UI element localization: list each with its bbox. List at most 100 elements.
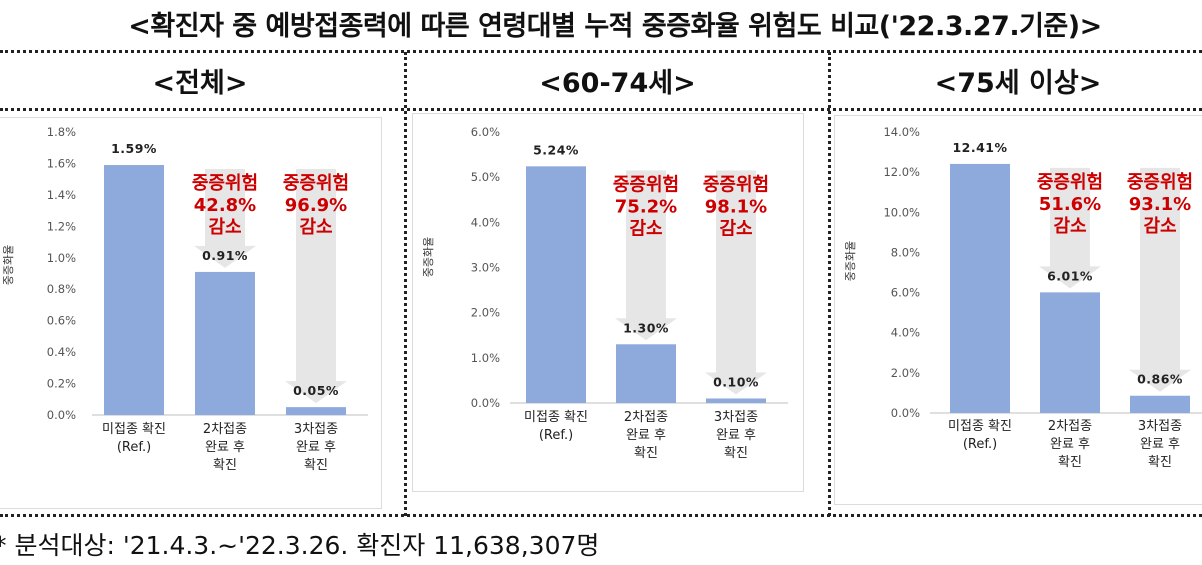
reduction-annotation: 중증위험 <box>613 173 679 195</box>
reduction-annotation: 중증위험 <box>1127 171 1193 193</box>
category-label: (Ref.) <box>117 440 151 455</box>
category-label: 3차접종 <box>294 422 338 437</box>
chart-75plus: 0.0% 2.0% 4.0% 6.0% 8.0% 10.0% 12.0% 14.0% 중증화율 1… <box>844 125 1202 470</box>
bar <box>706 398 766 403</box>
y-tick-label: 4.0% <box>891 326 920 340</box>
reduction-annotation: 96.9% <box>285 195 347 216</box>
footnote: * 분석대상: '21.4.3.~'22.3.26. 확진자 11,638,30… <box>0 531 600 560</box>
category-label: 완료 후 <box>716 428 756 443</box>
reduction-arrow <box>1039 167 1101 289</box>
bar <box>616 344 676 403</box>
value-label: 0.10% <box>713 374 759 389</box>
reduction-annotation: 감소 <box>299 217 332 238</box>
reduction-annotation: 중증위험 <box>1037 171 1103 193</box>
category-label: 확진 <box>213 458 237 473</box>
y-tick-label: 0.0% <box>891 406 920 420</box>
y-tick-label: 1.0% <box>471 351 500 365</box>
y-tick-label: 0.0% <box>47 408 76 422</box>
bar <box>526 166 586 403</box>
reduction-annotation: 중증위험 <box>283 172 349 194</box>
y-tick-label: 0.8% <box>47 282 76 296</box>
reduction-annotation: 감소 <box>719 218 752 239</box>
category-label: 미접종 확진 <box>948 419 1012 434</box>
reduction-annotation: 중증위험 <box>192 172 258 194</box>
category-label: 확진 <box>724 446 748 461</box>
y-tick-label: 3.0% <box>471 261 500 275</box>
y-tick-label: 2.0% <box>891 366 920 380</box>
reduction-arrow <box>194 169 256 268</box>
panel-title-total: <전체> <box>152 68 248 99</box>
y-tick-label: 5.0% <box>471 170 500 184</box>
value-label: 1.30% <box>623 320 669 335</box>
y-axis-label: 중증화율 <box>2 245 15 285</box>
reduction-annotation: 42.8% <box>194 195 256 216</box>
bar <box>195 271 255 415</box>
bar <box>286 407 346 415</box>
category-label: 2차접종 <box>203 422 247 437</box>
y-tick-label: 6.0% <box>471 125 500 139</box>
y-tick-label: 1.0% <box>47 251 76 265</box>
y-tick-label: 6.0% <box>891 286 920 300</box>
panel-divider-1 <box>404 52 407 516</box>
y-tick-label: 8.0% <box>891 245 920 259</box>
y-tick-label: 14.0% <box>883 125 920 139</box>
y-tick-label: 1.4% <box>47 188 76 202</box>
y-tick-label: 1.8% <box>47 125 76 139</box>
category-label: 확진 <box>304 458 328 473</box>
value-label: 0.86% <box>1137 372 1183 387</box>
y-tick-label: 2.0% <box>471 306 500 320</box>
category-label: 확진 <box>1058 455 1082 470</box>
y-tick-label: 0.4% <box>47 345 76 359</box>
category-label: 완료 후 <box>1140 437 1180 452</box>
value-label: 0.91% <box>202 248 248 263</box>
panel-divider-2 <box>828 52 831 516</box>
reduction-annotation: 98.1% <box>705 196 767 217</box>
bottom-divider <box>0 514 1202 517</box>
category-label: 미접종 확진 <box>524 410 588 425</box>
category-label: 완료 후 <box>626 428 666 443</box>
bar <box>1130 395 1190 413</box>
y-tick-label: 10.0% <box>883 205 920 219</box>
category-label: 2차접종 <box>1048 419 1092 434</box>
bar <box>104 165 164 415</box>
y-tick-label: 4.0% <box>471 215 500 229</box>
category-label: 완료 후 <box>1050 437 1090 452</box>
category-label: 미접종 확진 <box>102 422 166 437</box>
reduction-annotation: 중증위험 <box>703 173 769 195</box>
main-title: <확진자 중 예방접종력에 따른 연령대별 누적 중증화율 위험도 비교('22… <box>128 11 1102 42</box>
reduction-annotation: 51.6% <box>1039 194 1101 215</box>
y-axis-label: 중증화율 <box>422 237 435 277</box>
reduction-arrow <box>1129 167 1191 392</box>
bar <box>1040 292 1100 413</box>
panel-title-60-74: <60-74세> <box>539 68 696 99</box>
category-label: 확진 <box>1148 455 1172 470</box>
reduction-annotation: 감소 <box>1143 216 1176 237</box>
panel-title-75plus: <75세 이상> <box>934 68 1102 99</box>
category-label: 완료 후 <box>296 440 336 455</box>
value-label: 0.05% <box>293 383 339 398</box>
value-label: 5.24% <box>533 142 579 157</box>
category-label: 2차접종 <box>624 410 668 425</box>
reduction-annotation: 75.2% <box>615 196 677 217</box>
reduction-arrow <box>615 170 677 341</box>
value-label: 6.01% <box>1047 268 1093 283</box>
category-label: 3차접종 <box>1138 419 1182 434</box>
value-label: 12.41% <box>952 140 1007 155</box>
chart-total: 0.0% 0.2% 0.4% 0.6% 0.8% 1.0% 1.2% 1.4% 1.6% 1.8%… <box>2 125 368 473</box>
y-tick-label: 0.0% <box>471 396 500 410</box>
category-label: (Ref.) <box>963 437 997 452</box>
category-label: (Ref.) <box>539 428 573 443</box>
chart-60-74: 0.0% 1.0% 2.0% 3.0% 4.0% 5.0% 6.0% 중증화율 5.24% 1.3… <box>422 125 788 461</box>
bar <box>950 163 1010 413</box>
y-tick-label: 0.6% <box>47 314 76 328</box>
reduction-arrow <box>285 169 347 404</box>
header-divider <box>0 108 1202 111</box>
reduction-annotation: 93.1% <box>1129 194 1191 215</box>
category-label: 확진 <box>634 446 658 461</box>
category-label: 완료 후 <box>205 440 245 455</box>
y-tick-label: 1.2% <box>47 219 76 233</box>
reduction-annotation: 감소 <box>208 217 241 238</box>
reduction-annotation: 감소 <box>1053 216 1086 237</box>
y-axis-label: 중증화율 <box>844 241 857 281</box>
value-label: 1.59% <box>111 141 157 156</box>
